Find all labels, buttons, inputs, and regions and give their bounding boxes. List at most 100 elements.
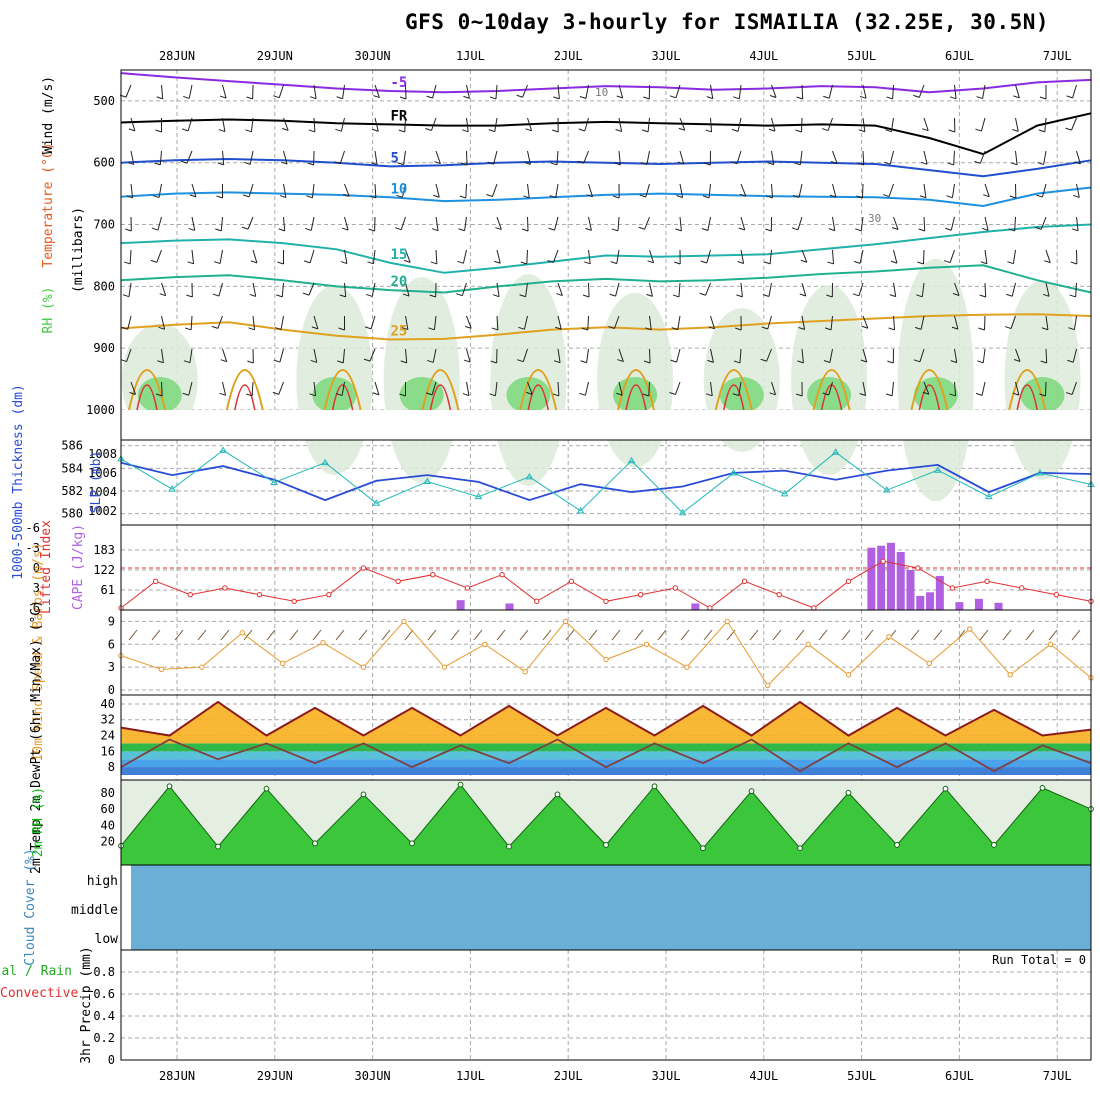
wind-barb-flag	[886, 96, 893, 100]
wind-barb-flag	[1007, 261, 1014, 265]
pressure-tick: 500	[93, 94, 115, 108]
wind-barb-flag	[765, 228, 772, 232]
date-label-top: 1JUL	[456, 49, 485, 63]
wind10-barb	[933, 629, 943, 641]
wind10-marker	[805, 641, 811, 647]
wind-barb	[951, 183, 955, 198]
wind-barb-flag	[120, 359, 127, 363]
slp-marker	[627, 456, 636, 464]
wind-barb-flag	[151, 227, 159, 231]
wind-barb-flag	[983, 194, 990, 198]
wind-barb-flag	[762, 294, 770, 297]
wind-barb-flag	[306, 195, 313, 199]
wind-barb-flag	[122, 294, 130, 298]
surface-isotherm	[323, 369, 362, 411]
wind-barb	[707, 216, 711, 231]
wind-barb	[983, 315, 986, 330]
wind10-barb	[404, 629, 414, 641]
wind-barb-flag	[372, 392, 380, 396]
wind-barb	[618, 84, 624, 99]
wind-barb	[313, 348, 318, 363]
wind-barb-flag	[310, 359, 317, 363]
precip-convective-legend: Convective	[0, 986, 78, 1001]
wind-barb	[649, 348, 651, 363]
wind10-barb	[266, 629, 276, 641]
wind-barb	[828, 84, 833, 99]
wind-barb-flag	[948, 129, 956, 133]
wind-barb	[1012, 249, 1016, 264]
wind-barb	[829, 348, 833, 363]
wind-barb-flag	[489, 96, 497, 100]
wind-barb-flag	[519, 294, 526, 298]
cape-tick: 61	[101, 583, 115, 597]
wind-barb-flag	[183, 360, 191, 364]
wind-barb-flag	[888, 327, 895, 331]
wind-barb	[310, 216, 315, 231]
wind-barb	[188, 381, 193, 396]
wind-barb-flag	[401, 327, 409, 331]
wind-barb-flag	[769, 392, 776, 396]
wind-barb	[1071, 381, 1077, 395]
wind-barb	[767, 315, 772, 330]
wind-barb-flag	[343, 193, 350, 197]
wind-barb	[430, 117, 437, 131]
wind-barb	[800, 117, 803, 132]
slp-line	[120, 449, 1092, 514]
lifted-marker	[222, 585, 228, 591]
wind-tick: 0	[108, 683, 115, 697]
wind-barb-flag	[399, 96, 407, 100]
wind-barb	[861, 183, 864, 198]
lifted-marker	[534, 598, 540, 605]
wind-barb-flag	[922, 128, 929, 132]
wind-barb	[893, 315, 896, 330]
wind-barb-flag	[369, 195, 377, 199]
wind-barb-flag	[189, 194, 197, 198]
wind-barb-flag	[887, 360, 894, 364]
wind-barb	[827, 117, 833, 131]
wind-barb-flag	[699, 292, 706, 296]
wind-barb	[465, 183, 467, 198]
rh2m-axis-label: 2m RH (%)	[31, 787, 46, 857]
wind-barb-flag	[730, 161, 738, 165]
wind-barb-flag	[677, 161, 684, 165]
rh2m-marker	[748, 788, 755, 795]
chart-title: GFS 0~10day 3-hourly for ISMAILIA (32.25…	[405, 10, 1050, 34]
wind10-barb	[519, 629, 529, 641]
wind-barb-flag	[250, 260, 258, 264]
wind-barb-flag	[156, 393, 163, 397]
lifted-marker	[326, 591, 332, 598]
wind-barb	[344, 282, 347, 297]
slp-marker	[423, 477, 432, 485]
wind-barb-flag	[273, 359, 281, 363]
wind-barb-flag	[700, 260, 707, 264]
wind-barb	[979, 150, 986, 164]
wind-barb-flag	[302, 292, 310, 296]
wind-barb-flag	[798, 327, 805, 330]
wind-barb-flag	[706, 96, 713, 100]
wind-barb-flag	[547, 259, 554, 263]
wind-barb	[740, 249, 745, 264]
lifted-tick: -3	[26, 541, 40, 555]
lifted-marker	[637, 591, 644, 598]
wind-barb-flag	[678, 127, 686, 131]
wind-barb	[523, 315, 528, 330]
wind-barb-flag	[366, 293, 373, 297]
wind-barb-flag	[885, 393, 893, 397]
wind-barb	[554, 216, 559, 231]
cape-bar	[456, 600, 465, 610]
wind-barb-flag	[276, 294, 283, 298]
wind-barb-flag	[980, 261, 988, 265]
wind-barb-flag	[611, 228, 619, 232]
wind-barb	[801, 84, 804, 99]
wind-barb	[644, 216, 650, 230]
wind-barb-flag	[427, 359, 434, 363]
isotherm-label: 20	[390, 274, 407, 290]
wind-barb-flag	[431, 228, 439, 232]
wind-barb	[217, 315, 223, 329]
date-label-bottom: 5JUL	[847, 1069, 876, 1083]
date-label-top: 4JUL	[749, 49, 778, 63]
wind-barb	[466, 117, 469, 132]
wind-barb-flag	[277, 261, 284, 265]
wind-barb-flag	[463, 95, 470, 99]
wind-barb-flag	[156, 96, 163, 100]
